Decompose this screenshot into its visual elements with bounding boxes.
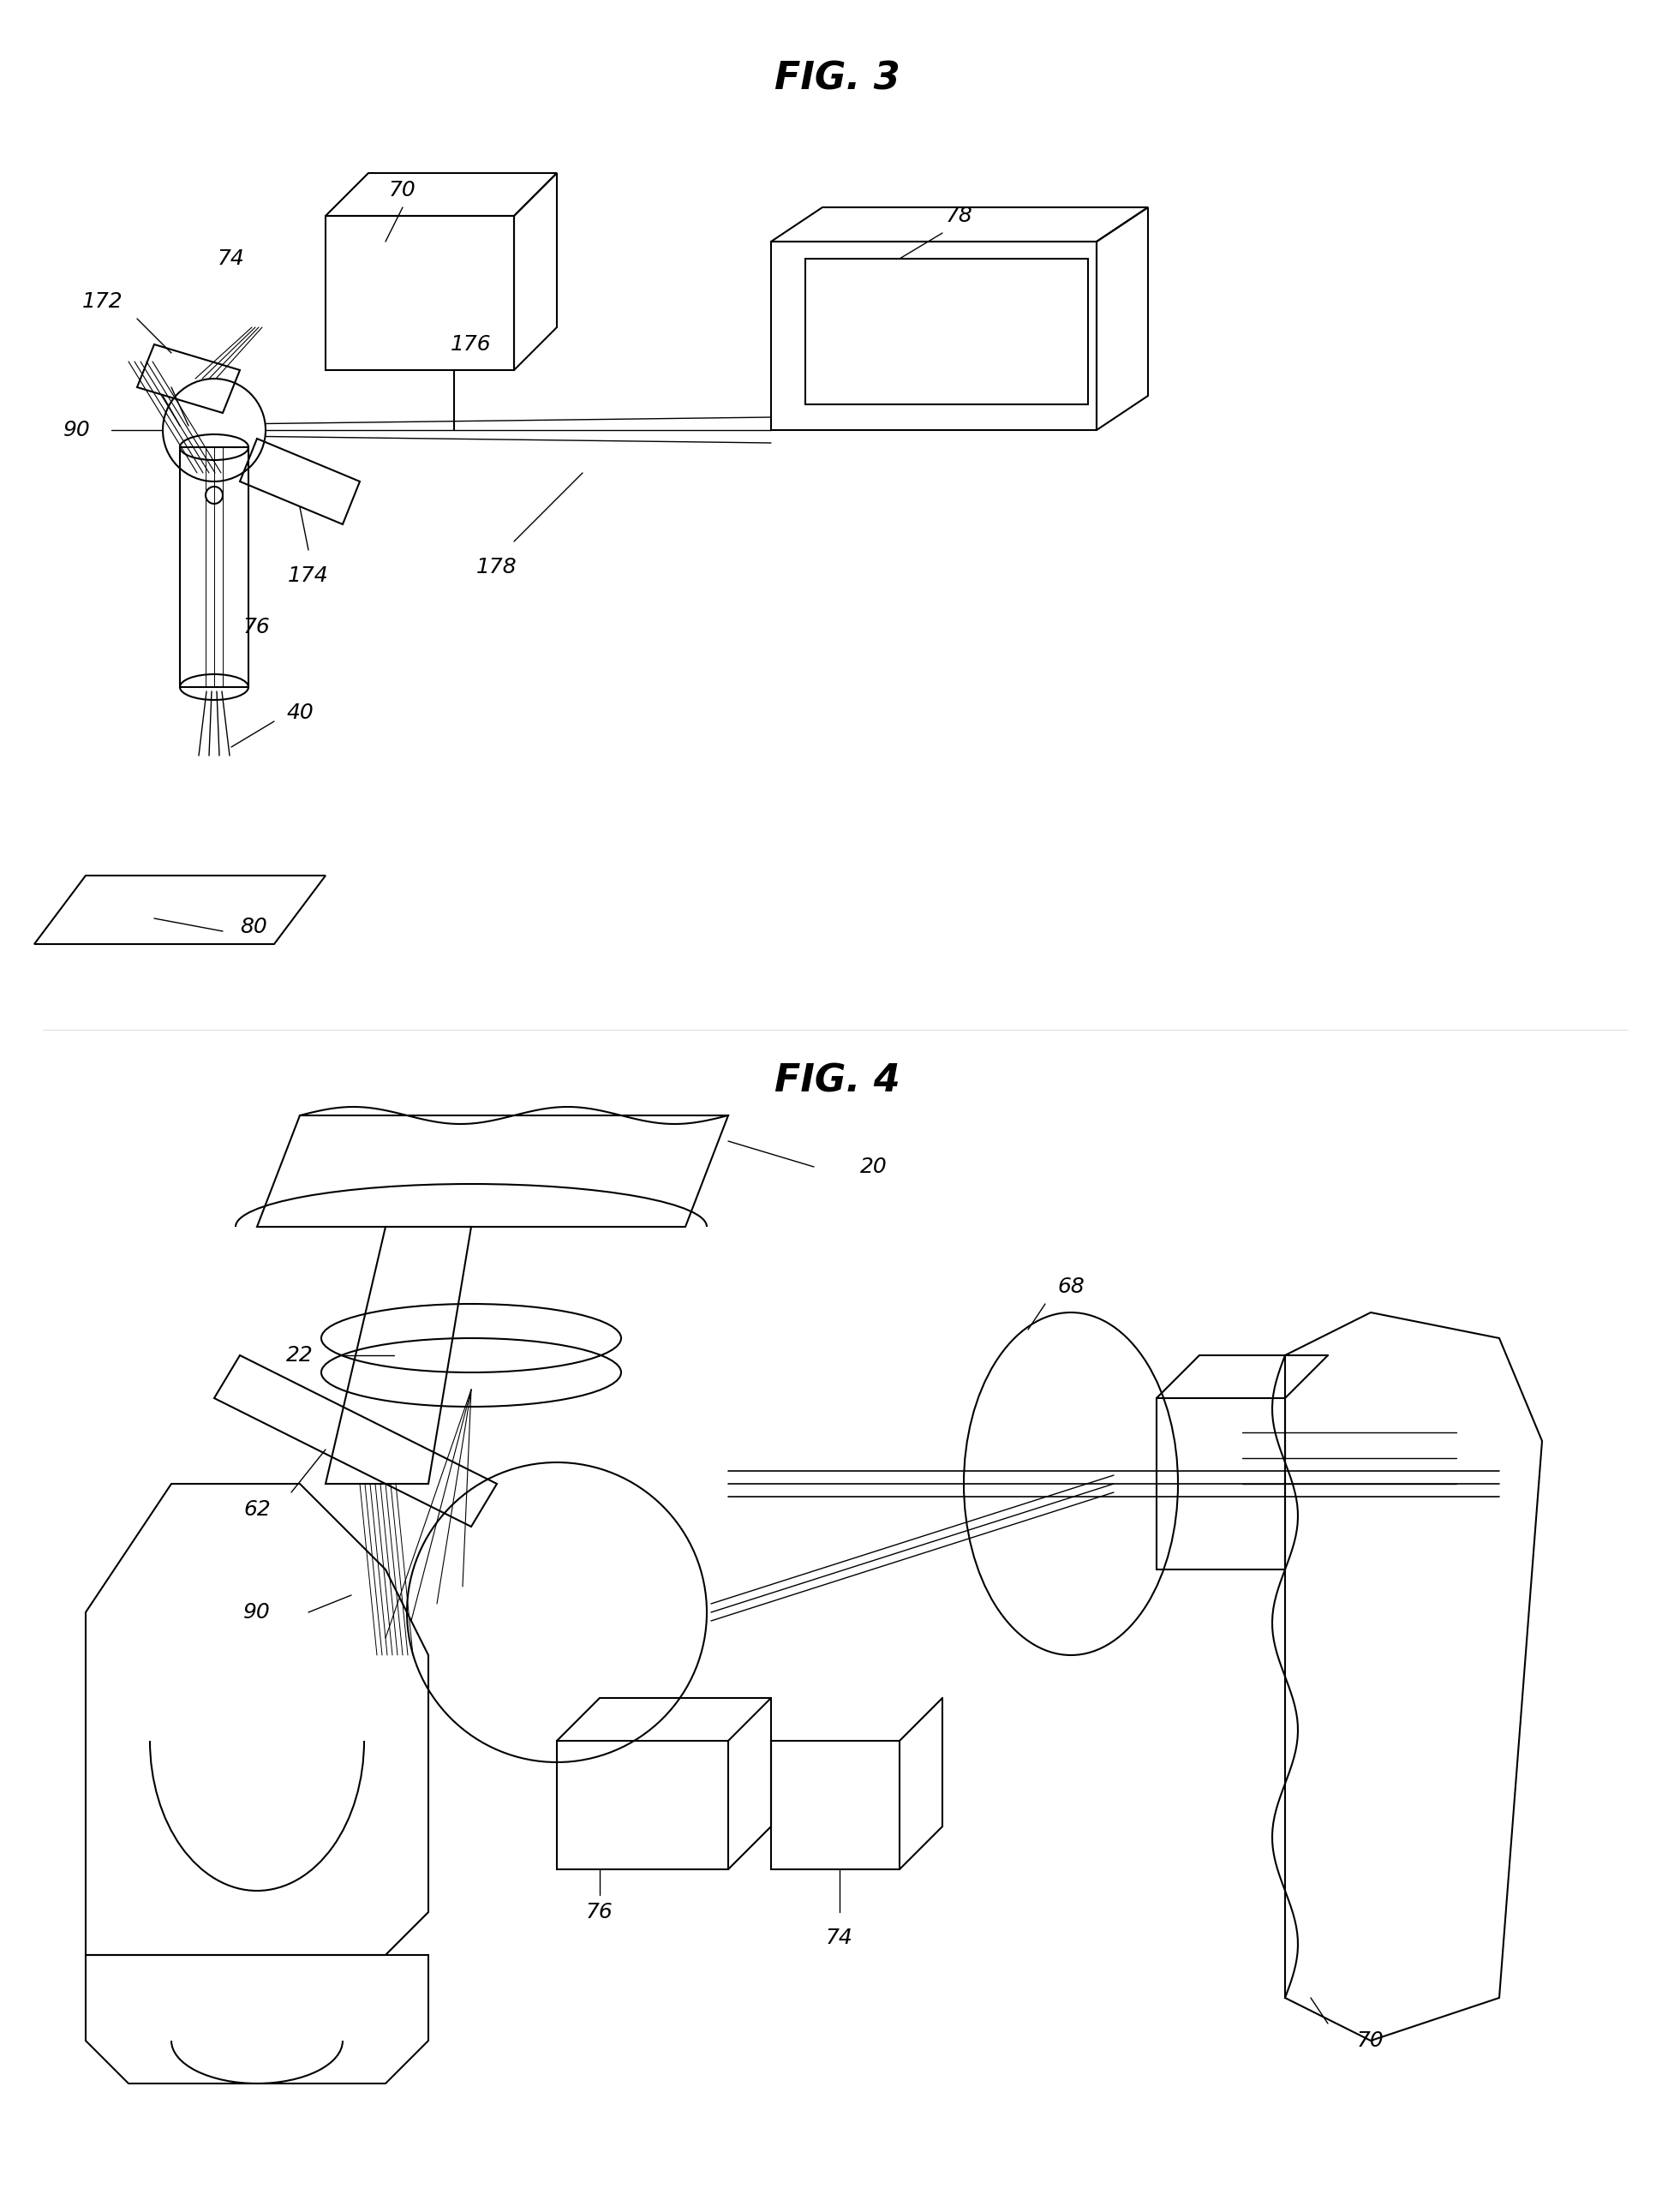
Text: FIG. 4: FIG. 4: [773, 1062, 901, 1099]
Text: 20: 20: [860, 1157, 887, 1177]
Text: 68: 68: [1058, 1276, 1085, 1296]
Text: 22: 22: [286, 1345, 313, 1365]
Bar: [179, 447, 248, 688]
Text: 176: 176: [450, 334, 492, 354]
Text: 78: 78: [946, 206, 973, 226]
Text: 76: 76: [243, 617, 271, 637]
Text: 70: 70: [388, 179, 417, 201]
Text: 178: 178: [477, 557, 517, 577]
Text: 172: 172: [82, 292, 124, 312]
Text: FIG. 3: FIG. 3: [773, 60, 901, 97]
Text: 40: 40: [286, 703, 313, 723]
Text: 174: 174: [288, 566, 328, 586]
Text: 90: 90: [64, 420, 90, 440]
Text: 76: 76: [586, 1902, 613, 1922]
Text: 70: 70: [1358, 2031, 1384, 2051]
Bar: [805, 259, 1088, 405]
Text: 74: 74: [218, 248, 244, 270]
Text: 90: 90: [243, 1601, 271, 1624]
Text: 62: 62: [243, 1500, 271, 1520]
Text: 74: 74: [825, 1927, 854, 1949]
Text: 80: 80: [239, 916, 268, 938]
